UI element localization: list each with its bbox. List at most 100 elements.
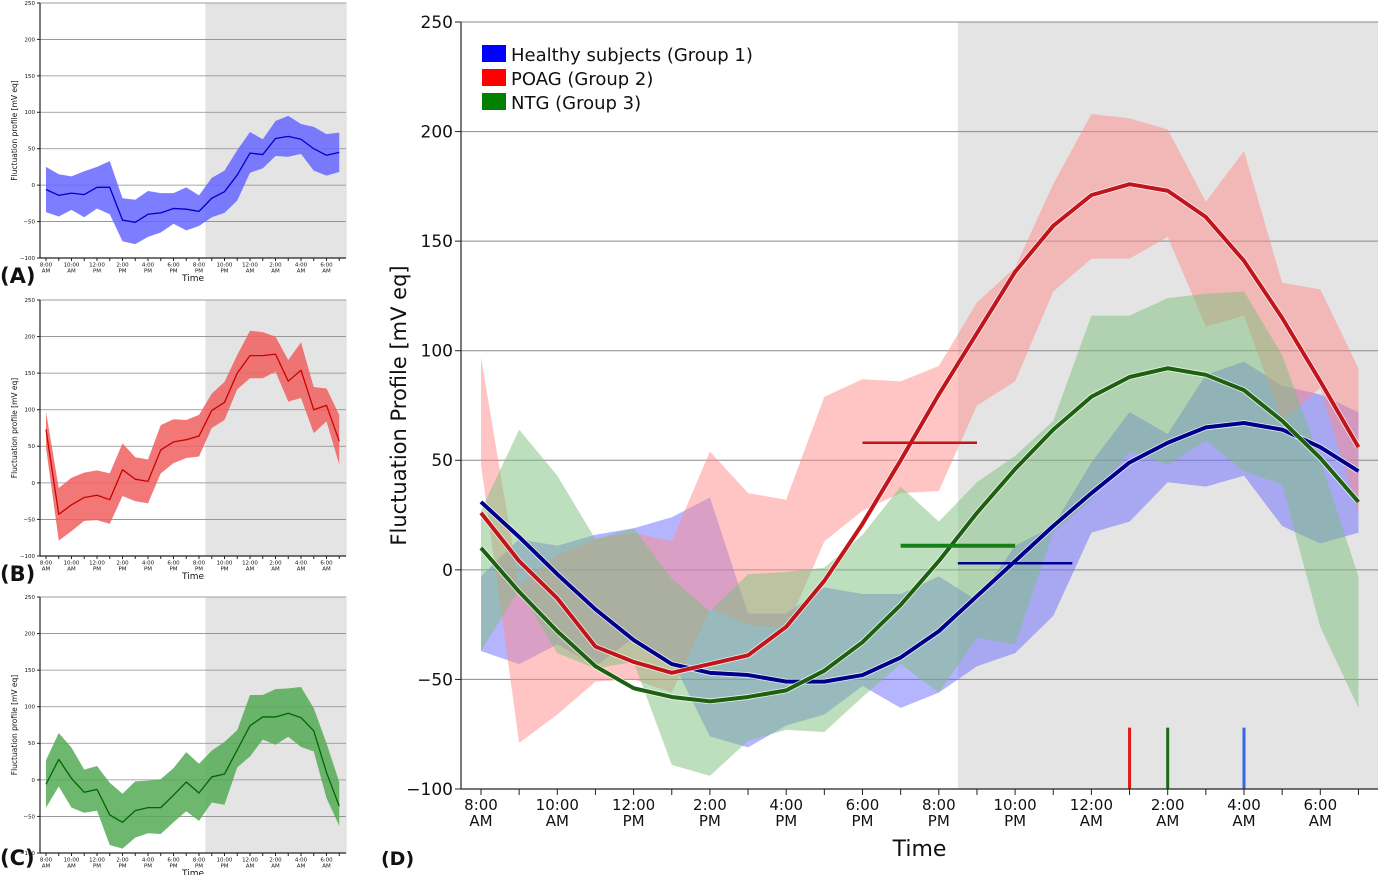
confidence-band-1	[46, 330, 340, 541]
x-tick-label: AM	[42, 268, 51, 274]
y-tick-label: 150	[421, 232, 453, 252]
x-tick-label: PM	[144, 268, 152, 274]
x-axis-label: Time	[181, 274, 204, 284]
y-axis-label: Fluctuation profile [mV eq]	[10, 80, 19, 181]
y-tick-label: 100	[25, 110, 36, 116]
series-line-1	[479, 421, 1360, 684]
legend-label-3: NTG (Group 3)	[511, 93, 641, 114]
x-tick-label: 8:00	[922, 796, 956, 814]
y-tick-label: −100	[20, 851, 36, 857]
panel-d-label: (D)	[381, 848, 415, 870]
x-tick-label: 10:00	[64, 561, 80, 567]
x-tick-label: 2:00	[116, 858, 129, 864]
y-tick-label: 150	[25, 668, 36, 674]
y-tick-label: 250	[25, 595, 36, 601]
y-tick-label: 250	[25, 298, 36, 304]
x-tick-label: PM	[169, 268, 177, 274]
x-tick-label: 8:00	[193, 263, 206, 269]
y-tick-label: 200	[421, 123, 453, 143]
x-tick-label: 6:00	[167, 561, 180, 567]
y-tick-label: 200	[25, 37, 36, 43]
x-tick-label: PM	[144, 863, 152, 869]
y-tick-label: 100	[25, 408, 36, 414]
y-tick-label: −50	[417, 670, 453, 690]
y-tick-label: 250	[25, 1, 36, 7]
y-tick-label: 50	[28, 741, 35, 747]
y-tick-label: 200	[25, 631, 36, 637]
panel-b-chart: −100−500501001502002508:00AM10:00AM12:00…	[10, 298, 347, 582]
x-tick-label: AM	[42, 566, 51, 572]
x-tick-label: 12:00	[612, 796, 655, 814]
panel-b-label: (B)	[0, 562, 36, 586]
x-tick-label: AM	[271, 268, 280, 274]
x-tick-label: 8:00	[40, 561, 53, 567]
confidence-band-3	[481, 291, 1359, 776]
y-tick-label: −50	[23, 517, 35, 523]
x-tick-label: 6:00	[846, 796, 880, 814]
x-tick-label: PM	[169, 863, 177, 869]
x-tick-label: 2:00	[269, 858, 282, 864]
x-tick-label: PM	[118, 268, 126, 274]
panel-a-label: (A)	[0, 264, 36, 288]
x-tick-label: AM	[271, 863, 280, 869]
x-tick-label: 8:00	[193, 858, 206, 864]
x-tick-label: 12:00	[89, 263, 105, 269]
x-tick-label: PM	[195, 268, 203, 274]
x-tick-label: PM	[1004, 812, 1026, 830]
x-tick-label: AM	[246, 268, 255, 274]
x-tick-label: AM	[297, 863, 306, 869]
x-tick-label: 6:00	[320, 561, 333, 567]
x-tick-label: 4:00	[142, 263, 155, 269]
legend-swatch-1	[482, 45, 506, 62]
x-tick-label: PM	[93, 268, 101, 274]
x-tick-label: AM	[67, 863, 76, 869]
y-axis-label: Fluctuation Profile [mV eq]	[387, 265, 411, 545]
y-tick-label: 0	[32, 481, 36, 487]
x-tick-label: 10:00	[217, 263, 233, 269]
x-tick-label: AM	[297, 268, 306, 274]
y-tick-label: −100	[20, 554, 36, 560]
y-tick-label: 50	[28, 444, 35, 450]
x-tick-label: PM	[93, 566, 101, 572]
x-tick-label: 10:00	[217, 561, 233, 567]
x-tick-label: PM	[220, 566, 228, 572]
legend-swatch-2	[482, 69, 506, 86]
x-tick-label: AM	[42, 863, 51, 869]
x-tick-label: 6:00	[167, 263, 180, 269]
x-tick-label: 10:00	[536, 796, 579, 814]
x-axis-label: Time	[892, 837, 947, 862]
x-tick-label: AM	[322, 268, 331, 274]
x-tick-label: 12:00	[89, 561, 105, 567]
y-tick-label: 50	[28, 147, 35, 153]
y-tick-label: 0	[32, 183, 36, 189]
x-tick-label: AM	[1080, 812, 1103, 830]
series-line-1	[45, 353, 340, 515]
x-tick-label: 6:00	[320, 263, 333, 269]
x-tick-label: 12:00	[242, 858, 258, 864]
x-tick-label: 10:00	[64, 263, 80, 269]
x-tick-label: AM	[1309, 812, 1332, 830]
x-tick-label: 10:00	[64, 858, 80, 864]
x-tick-label: PM	[699, 812, 721, 830]
x-tick-label: 10:00	[217, 858, 233, 864]
x-tick-label: PM	[220, 863, 228, 869]
x-tick-label: 4:00	[295, 858, 308, 864]
x-tick-label: PM	[144, 566, 152, 572]
y-tick-label: 150	[25, 74, 36, 80]
x-tick-label: PM	[118, 566, 126, 572]
x-tick-label: PM	[623, 812, 645, 830]
x-tick-label: AM	[1156, 812, 1179, 830]
y-axis-label: Fluctuation profile [mV eq]	[10, 378, 19, 479]
x-tick-label: 4:00	[769, 796, 803, 814]
y-tick-label: 100	[421, 342, 453, 362]
x-tick-label: AM	[297, 566, 306, 572]
y-tick-label: 200	[25, 334, 36, 340]
x-tick-label: AM	[246, 863, 255, 869]
y-tick-label: −100	[406, 780, 453, 800]
x-tick-label: 8:00	[40, 858, 53, 864]
series-line-2	[479, 182, 1361, 675]
y-tick-label: 50	[431, 451, 453, 471]
x-tick-label: 12:00	[242, 561, 258, 567]
x-tick-label: 12:00	[242, 263, 258, 269]
panel-d-chart: −100−500501001502002508:00AM10:00AM12:00…	[387, 13, 1378, 862]
